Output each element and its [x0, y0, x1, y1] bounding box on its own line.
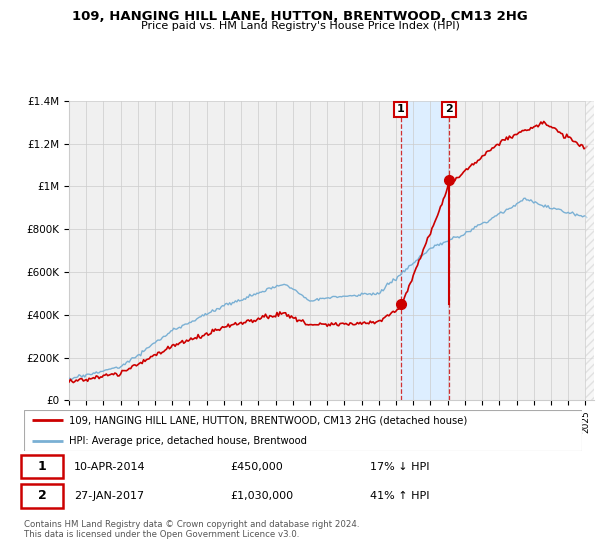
Text: £450,000: £450,000 [230, 461, 283, 472]
Text: 10-APR-2014: 10-APR-2014 [74, 461, 146, 472]
Text: 27-JAN-2017: 27-JAN-2017 [74, 491, 145, 501]
Text: Contains HM Land Registry data © Crown copyright and database right 2024.
This d: Contains HM Land Registry data © Crown c… [24, 520, 359, 539]
Text: £1,030,000: £1,030,000 [230, 491, 293, 501]
Text: 1: 1 [397, 104, 404, 114]
Text: 1: 1 [38, 460, 47, 473]
Text: 17% ↓ HPI: 17% ↓ HPI [370, 461, 430, 472]
Text: 41% ↑ HPI: 41% ↑ HPI [370, 491, 430, 501]
Text: 2: 2 [445, 104, 453, 114]
FancyBboxPatch shape [21, 455, 63, 478]
Text: 109, HANGING HILL LANE, HUTTON, BRENTWOOD, CM13 2HG (detached house): 109, HANGING HILL LANE, HUTTON, BRENTWOO… [68, 415, 467, 425]
FancyBboxPatch shape [21, 484, 63, 508]
Text: HPI: Average price, detached house, Brentwood: HPI: Average price, detached house, Bren… [68, 436, 307, 446]
Text: Price paid vs. HM Land Registry's House Price Index (HPI): Price paid vs. HM Land Registry's House … [140, 21, 460, 31]
Text: 109, HANGING HILL LANE, HUTTON, BRENTWOOD, CM13 2HG: 109, HANGING HILL LANE, HUTTON, BRENTWOO… [72, 10, 528, 22]
Text: 2: 2 [38, 489, 47, 502]
